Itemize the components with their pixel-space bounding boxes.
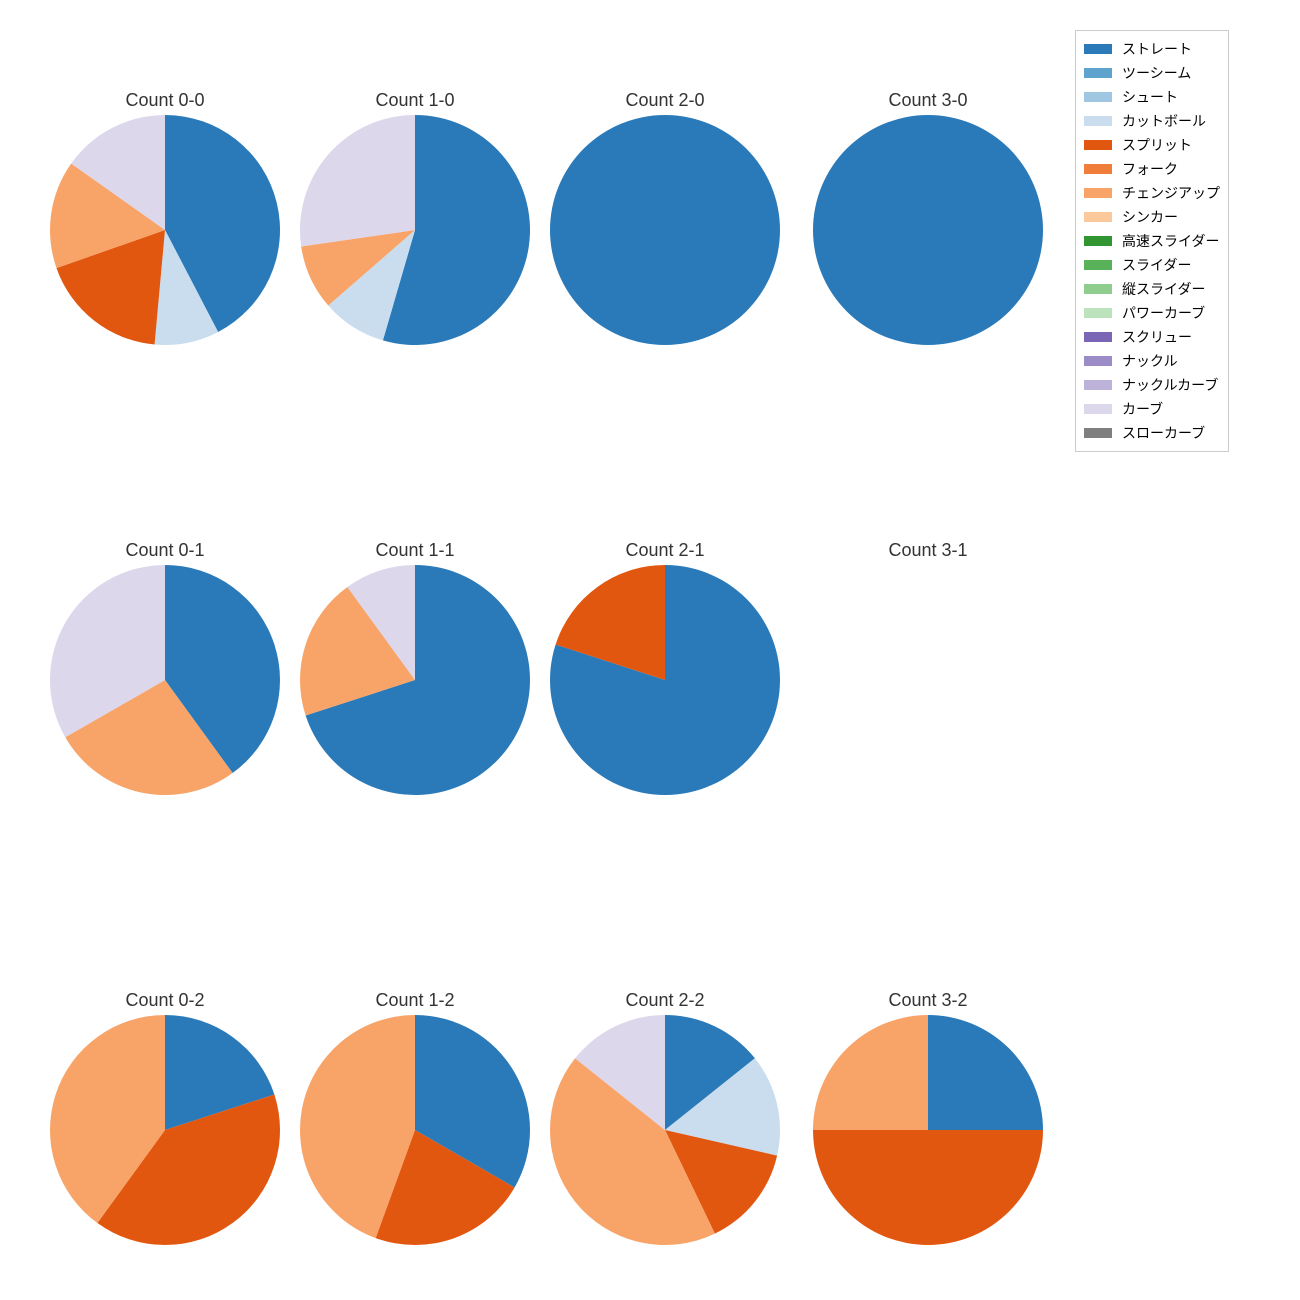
legend-label: スローカーブ	[1122, 423, 1205, 443]
legend-item: 縦スライダー	[1084, 277, 1220, 301]
chart-title: Count 2-0	[625, 90, 704, 111]
legend-label: シュート	[1122, 87, 1178, 107]
legend-label: スクリュー	[1122, 327, 1192, 347]
legend: ストレートツーシームシュートカットボールスプリットフォークチェンジアップシンカー…	[1075, 30, 1229, 452]
legend-label: チェンジアップ	[1122, 183, 1220, 203]
chart-title: Count 3-0	[888, 90, 967, 111]
legend-swatch	[1084, 308, 1112, 318]
chart-title: Count 3-2	[888, 990, 967, 1011]
legend-swatch	[1084, 332, 1112, 342]
chart-title: Count 0-0	[125, 90, 204, 111]
legend-swatch	[1084, 44, 1112, 54]
legend-swatch	[1084, 68, 1112, 78]
pie-slice	[813, 115, 1043, 345]
legend-item: ツーシーム	[1084, 61, 1220, 85]
legend-swatch	[1084, 404, 1112, 414]
pie-chart	[550, 565, 780, 795]
legend-item: ストレート	[1084, 37, 1220, 61]
legend-swatch	[1084, 164, 1112, 174]
legend-label: ツーシーム	[1122, 63, 1191, 83]
pie-chart	[50, 115, 280, 345]
pie-slice	[300, 115, 415, 247]
legend-item: スプリット	[1084, 133, 1220, 157]
legend-item: スローカーブ	[1084, 421, 1220, 445]
legend-swatch	[1084, 284, 1112, 294]
legend-item: チェンジアップ	[1084, 181, 1220, 205]
chart-title: Count 0-1	[125, 540, 204, 561]
legend-item: カットボール	[1084, 109, 1220, 133]
legend-item: ナックルカーブ	[1084, 373, 1220, 397]
legend-item: シュート	[1084, 85, 1220, 109]
legend-swatch	[1084, 140, 1112, 150]
legend-label: カーブ	[1122, 399, 1163, 419]
legend-swatch	[1084, 260, 1112, 270]
legend-item: カーブ	[1084, 397, 1220, 421]
legend-swatch	[1084, 356, 1112, 366]
chart-title: Count 1-0	[375, 90, 454, 111]
legend-item: パワーカーブ	[1084, 301, 1220, 325]
pie-chart	[300, 115, 530, 345]
pie-slice	[928, 1015, 1043, 1130]
legend-item: スライダー	[1084, 253, 1220, 277]
legend-label: ストレート	[1122, 39, 1192, 59]
legend-label: スプリット	[1122, 135, 1192, 155]
legend-swatch	[1084, 92, 1112, 102]
pie-chart	[813, 115, 1043, 345]
chart-title: Count 2-2	[625, 990, 704, 1011]
legend-label: パワーカーブ	[1122, 303, 1205, 323]
pie-slice	[813, 1015, 928, 1130]
chart-title: Count 0-2	[125, 990, 204, 1011]
pie-chart	[50, 565, 280, 795]
legend-swatch	[1084, 116, 1112, 126]
chart-title: Count 1-2	[375, 990, 454, 1011]
legend-label: 高速スライダー	[1122, 231, 1219, 251]
legend-item: シンカー	[1084, 205, 1220, 229]
pie-slice	[550, 115, 780, 345]
pie-chart	[300, 1015, 530, 1245]
legend-item: スクリュー	[1084, 325, 1220, 349]
legend-label: ナックルカーブ	[1122, 375, 1218, 395]
pie-slice	[813, 1130, 1043, 1245]
legend-swatch	[1084, 236, 1112, 246]
legend-label: フォーク	[1122, 159, 1178, 179]
pie-chart	[813, 1015, 1043, 1245]
legend-label: ナックル	[1122, 351, 1178, 371]
legend-swatch	[1084, 380, 1112, 390]
legend-item: 高速スライダー	[1084, 229, 1220, 253]
chart-title: Count 3-1	[888, 540, 967, 561]
chart-title: Count 2-1	[625, 540, 704, 561]
chart-title: Count 1-1	[375, 540, 454, 561]
legend-item: フォーク	[1084, 157, 1220, 181]
legend-label: 縦スライダー	[1122, 279, 1205, 299]
legend-swatch	[1084, 188, 1112, 198]
legend-label: カットボール	[1122, 111, 1206, 131]
legend-swatch	[1084, 212, 1112, 222]
legend-label: シンカー	[1122, 207, 1178, 227]
pie-chart	[50, 1015, 280, 1245]
pie-chart	[550, 1015, 780, 1245]
legend-label: スライダー	[1122, 255, 1191, 275]
pie-chart	[550, 115, 780, 345]
legend-item: ナックル	[1084, 349, 1220, 373]
legend-swatch	[1084, 428, 1112, 438]
pie-chart	[300, 565, 530, 795]
